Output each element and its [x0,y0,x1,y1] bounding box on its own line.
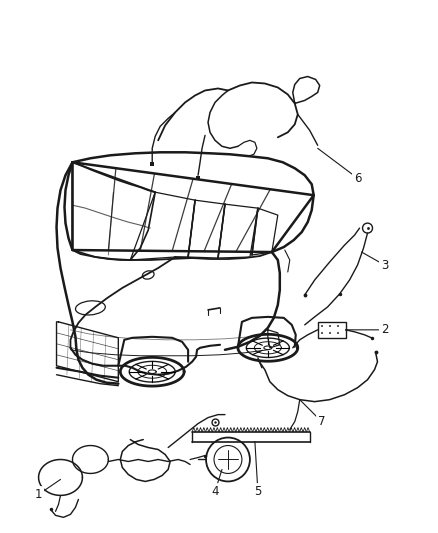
Text: 2: 2 [381,324,388,336]
Text: 3: 3 [381,259,388,271]
Text: 5: 5 [254,485,261,498]
Circle shape [363,223,372,233]
FancyBboxPatch shape [318,322,346,338]
Circle shape [206,438,250,481]
Ellipse shape [75,301,105,315]
Ellipse shape [142,271,154,279]
Text: 7: 7 [318,415,325,428]
Circle shape [214,446,242,473]
Text: 4: 4 [211,485,219,498]
Text: 1: 1 [35,488,42,501]
Text: 6: 6 [354,172,361,185]
